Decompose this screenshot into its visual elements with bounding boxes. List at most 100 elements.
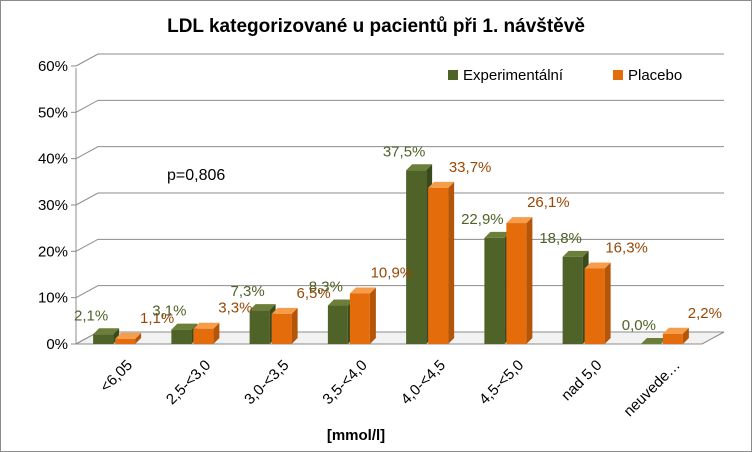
bar-placebo [115,332,142,344]
gridlines [71,53,724,345]
p-value-annotation: p=0,806 [167,167,225,184]
x-tick-label: 3,0-<3,5 [241,357,292,408]
bar-front [584,268,605,344]
bar-experimental [640,338,667,344]
bar-top [349,287,376,294]
y-tick-label: 20% [38,243,68,260]
legend-swatch [448,70,458,80]
x-tick-label: <6,05 [97,357,136,396]
y-tick-label: 0% [46,336,68,353]
data-label: 3,3% [218,300,252,317]
bar-placebo [584,262,611,344]
gridline [75,53,724,67]
gridline [75,146,724,160]
bar-top [93,328,120,335]
bar-top [249,304,276,311]
bar-side [369,287,376,344]
bar-placebo [506,217,533,344]
data-label: 26,1% [527,194,570,211]
bar-side [213,322,220,344]
data-labels: 2,1% 1,1%3,1% 3,3%7,3% 6,5%8,3% 10,9% 37,5% 33… [74,143,722,334]
bar-placebo [193,322,220,344]
bar-front [484,237,505,344]
bar-front [249,310,270,344]
bar-placebo [349,287,376,344]
data-label: 0,0% [622,317,656,334]
bar-placebo [271,307,298,344]
x-tick-label: 4,5-<5,0 [476,357,527,408]
data-label: 3,1% [152,303,186,320]
data-label: 10,9% [371,264,414,281]
bar-top [171,323,198,330]
legend: Experimentální Placebo [448,67,682,84]
gridline [75,285,724,299]
legend-label: Placebo [628,67,682,84]
legend-swatch [613,70,623,80]
bar-side [135,332,142,344]
x-tick-label: neuvede… [620,357,683,420]
bar-front [662,333,683,344]
gridline [75,99,724,113]
data-label: 7,3% [231,283,265,300]
y-tick-label: 40% [38,151,68,168]
x-axis-labels: <6,05 2,5-<3,0 3,0-<3,5 3,5-<4,0 4,0-<4,5 4,5… [97,357,684,420]
bar-front [428,187,449,344]
bar-front [171,329,192,344]
data-label: 1,1% [140,310,174,327]
bar-front [193,328,214,344]
x-tick-label: 4,0-<4,5 [398,357,449,408]
legend-label: Experimentální [463,67,564,84]
bar-front [93,334,114,344]
data-label: 22,9% [461,211,504,228]
bar-top [406,164,433,171]
bar-side [526,217,533,344]
y-tick-label: 60% [38,58,68,75]
bar-top [640,338,667,344]
bar-top [115,332,142,339]
chart-title: LDL kategorizované u pacientů při 1. náv… [167,16,585,37]
data-label: 6,5% [297,285,331,302]
y-tick-label: 30% [38,197,68,214]
bar-top [327,299,354,306]
bar-top [562,250,589,257]
bar-placebo [428,181,455,344]
bar-top [484,231,511,238]
bar-top [428,181,455,188]
x-tick-label: nad 5,0 [558,357,605,404]
data-label: 2,1% [74,307,108,324]
bars [93,164,689,344]
x-axis-title: [mmol/l] [327,427,385,444]
bar-top [506,217,533,224]
y-axis-labels: 0% 10% 20% 30% 40% 50% 60% [38,58,68,353]
bar-front [506,223,527,344]
bar-experimental [93,328,120,344]
bar-top [271,307,298,314]
bar-side [291,307,298,344]
x-tick-label: 3,5-<4,0 [319,357,370,408]
data-label: 8,3% [309,279,343,296]
bar-front [115,338,136,344]
bar-side [682,327,689,344]
bar-top [662,327,689,334]
data-label: 16,3% [605,239,648,256]
data-label: 37,5% [383,143,426,160]
data-label: 18,8% [539,230,582,247]
x-tick-label: 2,5-<3,0 [163,357,214,408]
bar-front [327,305,348,344]
bar-top [193,322,220,329]
bar-side [448,181,455,344]
bar-front [406,170,427,344]
data-label: 2,2% [688,305,722,322]
bar-front [271,313,292,344]
y-tick-label: 50% [38,104,68,121]
gridline [75,192,724,206]
bar-front [562,256,583,344]
data-label: 33,7% [449,159,492,176]
bar-side [113,328,120,344]
bar-side [604,262,611,344]
bar-placebo [662,327,689,344]
bar-front [349,293,370,344]
bar-top [584,262,611,269]
